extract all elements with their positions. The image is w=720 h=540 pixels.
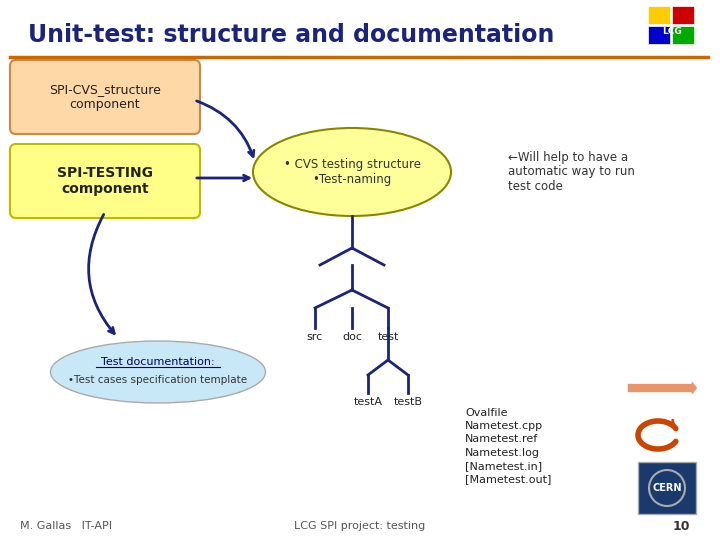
Text: 10: 10: [672, 519, 690, 532]
Text: testB: testB: [394, 397, 423, 407]
Text: SPI-CVS_structure
component: SPI-CVS_structure component: [49, 83, 161, 111]
Bar: [648, 6, 670, 24]
Text: src: src: [307, 332, 323, 342]
Text: •Test cases specification template: •Test cases specification template: [68, 375, 248, 385]
Bar: [638, 462, 696, 514]
Text: CERN: CERN: [652, 483, 682, 493]
Text: test: test: [377, 332, 399, 342]
Text: Unit-test: structure and documentation: Unit-test: structure and documentation: [28, 23, 554, 47]
Ellipse shape: [50, 341, 266, 403]
Text: Ovalfile
Nametest.cpp
Nametest.ref
Nametest.log
[Nametest.in]
[Mametest.out]: Ovalfile Nametest.cpp Nametest.ref Namet…: [465, 408, 552, 484]
Text: testA: testA: [354, 397, 382, 407]
Text: Test documentation:: Test documentation:: [102, 357, 215, 367]
Ellipse shape: [253, 128, 451, 216]
Text: LCG SPI project: testing: LCG SPI project: testing: [294, 521, 426, 531]
Text: doc: doc: [342, 332, 362, 342]
Text: ←Will help to have a
automatic way to run
test code: ←Will help to have a automatic way to ru…: [508, 151, 635, 193]
Text: SPI-TESTING
component: SPI-TESTING component: [57, 166, 153, 196]
Bar: [672, 26, 694, 44]
Bar: [672, 6, 694, 24]
Text: M. Gallas   IT-API: M. Gallas IT-API: [20, 521, 112, 531]
Text: • CVS testing structure
•Test-naming: • CVS testing structure •Test-naming: [284, 158, 420, 186]
Bar: [648, 26, 670, 44]
FancyBboxPatch shape: [10, 60, 200, 134]
Text: LCG: LCG: [662, 28, 682, 37]
FancyBboxPatch shape: [10, 144, 200, 218]
